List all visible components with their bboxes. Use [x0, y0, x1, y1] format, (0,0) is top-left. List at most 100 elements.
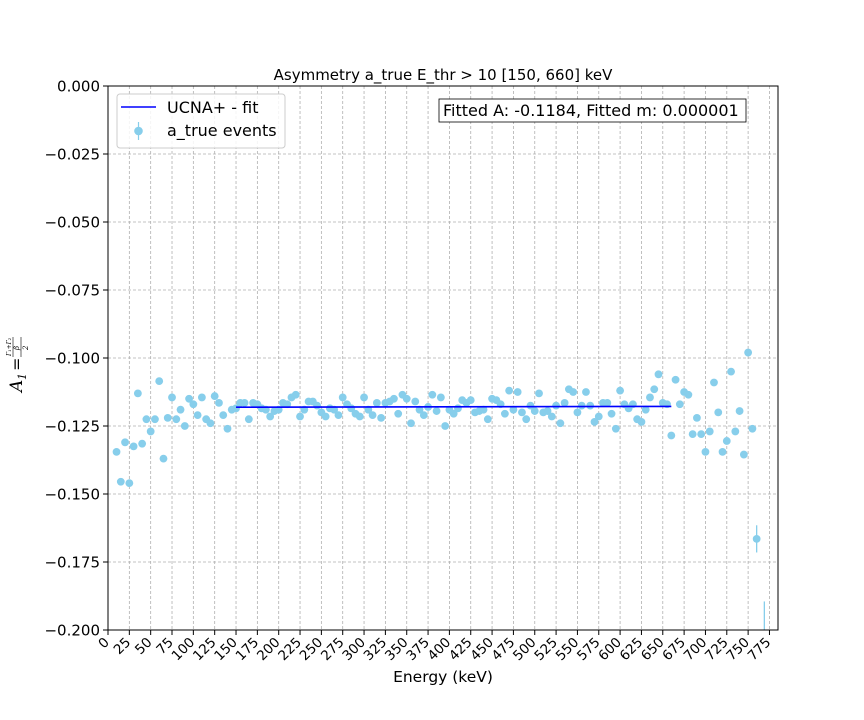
data-point: [432, 407, 441, 415]
data-point: [172, 415, 181, 424]
data-point: [197, 393, 206, 402]
data-point: [671, 375, 680, 384]
fit-annotation: Fitted A: -0.1184, Fitted m: 0.000001: [438, 98, 747, 123]
y-axis-label: A 1 = Γ₁+Γ₂ β 2: [6, 337, 30, 394]
data-point: [654, 370, 663, 379]
y-tick-label: −0.125: [44, 418, 100, 436]
data-point: [125, 479, 134, 488]
data-point: [377, 413, 386, 422]
data-point: [360, 393, 368, 402]
data-point: [526, 401, 535, 410]
data-point: [675, 400, 684, 409]
y-tick-label: −0.050: [44, 214, 100, 232]
data-point: [547, 412, 556, 421]
data-point: [722, 437, 731, 445]
data-point: [390, 394, 398, 403]
data-point: [594, 412, 603, 421]
data-point: [569, 388, 578, 396]
data-point: [684, 390, 693, 399]
data-point: [637, 418, 646, 426]
data-point: [394, 409, 403, 418]
data-point: [240, 398, 249, 407]
data-point: [466, 396, 475, 405]
data-point: [530, 407, 539, 415]
data-point: [266, 412, 275, 421]
y-tick-label: −0.175: [44, 554, 100, 572]
y-tick-label: −0.200: [44, 622, 100, 640]
data-point: [116, 477, 125, 486]
legend-box: [116, 93, 286, 149]
data-point: [556, 419, 565, 428]
data-point: [219, 411, 228, 420]
data-point: [291, 390, 300, 399]
data-point: [321, 412, 330, 421]
data-point: [215, 398, 223, 407]
data-point: [714, 408, 723, 417]
data-point: [189, 400, 198, 409]
data-point: [368, 411, 377, 420]
data-point: [650, 385, 659, 394]
data-point: [449, 409, 458, 418]
plot-data: [112, 348, 765, 630]
data-point: [646, 393, 654, 402]
y-label-symbol: A: [7, 380, 27, 394]
data-point: [441, 422, 450, 430]
y-label-frac-bottom: 2: [22, 345, 30, 351]
data-point: [232, 404, 240, 413]
data-point: [718, 447, 727, 456]
data-point: [543, 407, 552, 415]
data-point: [611, 424, 620, 433]
y-tick-label: −0.025: [44, 146, 100, 164]
data-point: [372, 398, 381, 407]
data-point: [296, 412, 304, 421]
data-point: [155, 377, 164, 386]
data-point: [735, 407, 744, 415]
data-point: [338, 393, 347, 402]
data-point: [616, 386, 625, 395]
data-point: [180, 422, 189, 430]
data-point: [168, 393, 176, 402]
data-point: [159, 454, 168, 463]
data-point: [151, 415, 159, 424]
legend-events-marker-swatch: [134, 126, 143, 136]
data-point: [436, 393, 445, 402]
data-point: [509, 405, 518, 414]
data-point: [590, 418, 599, 426]
y-label-frac-top: Γ₁+Γ₂: [6, 337, 13, 357]
data-point: [513, 388, 522, 396]
y-label-subscript: 1: [16, 373, 29, 380]
data-point: [535, 389, 543, 398]
data-point: [415, 405, 424, 414]
data-point: [483, 415, 492, 424]
data-point: [454, 404, 462, 413]
data-point: [603, 398, 612, 407]
data-point: [355, 412, 364, 421]
data-point: [586, 401, 595, 410]
data-point: [607, 409, 616, 418]
data-point: [641, 405, 650, 414]
data-point: [693, 413, 701, 422]
y-tick-label: 0.000: [57, 78, 100, 96]
data-point: [739, 450, 748, 459]
y-label-frac-mid: β: [13, 346, 21, 351]
data-point: [505, 386, 514, 395]
data-point: [748, 424, 757, 433]
data-point: [138, 439, 147, 448]
data-point: [697, 430, 706, 439]
data-point: [573, 408, 582, 417]
data-point: [163, 413, 172, 422]
data-point: [133, 389, 142, 398]
data-point: [176, 405, 185, 414]
y-tick-label: −0.150: [44, 486, 100, 504]
data-point: [112, 447, 121, 456]
y-tick-label: −0.100: [44, 350, 100, 368]
data-point: [577, 401, 586, 410]
data-point: [701, 447, 710, 456]
data-point: [334, 411, 343, 420]
y-tick-label: −0.075: [44, 282, 100, 300]
data-point: [210, 392, 219, 400]
fit-line: [236, 405, 672, 409]
data-point: [407, 419, 415, 428]
data-point: [744, 348, 753, 357]
